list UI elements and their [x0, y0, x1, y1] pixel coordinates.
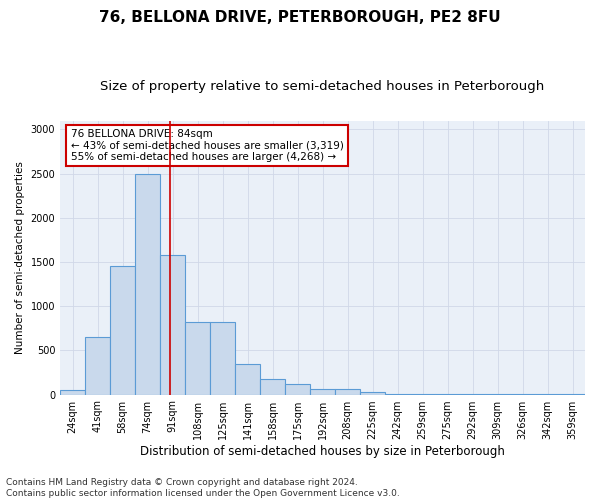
Bar	[185, 322, 210, 394]
Bar	[260, 379, 285, 394]
Text: 76, BELLONA DRIVE, PETERBOROUGH, PE2 8FU: 76, BELLONA DRIVE, PETERBOROUGH, PE2 8FU	[99, 10, 501, 25]
Bar	[60, 390, 85, 394]
Bar	[135, 174, 160, 394]
Bar	[310, 389, 335, 394]
Bar	[235, 364, 260, 394]
Bar	[285, 384, 310, 394]
Bar	[210, 322, 235, 394]
Title: Size of property relative to semi-detached houses in Peterborough: Size of property relative to semi-detach…	[100, 80, 545, 93]
Bar	[85, 337, 110, 394]
Bar	[110, 266, 135, 394]
X-axis label: Distribution of semi-detached houses by size in Peterborough: Distribution of semi-detached houses by …	[140, 444, 505, 458]
Bar	[335, 389, 360, 394]
Y-axis label: Number of semi-detached properties: Number of semi-detached properties	[15, 161, 25, 354]
Text: Contains HM Land Registry data © Crown copyright and database right 2024.
Contai: Contains HM Land Registry data © Crown c…	[6, 478, 400, 498]
Text: 76 BELLONA DRIVE: 84sqm
← 43% of semi-detached houses are smaller (3,319)
55% of: 76 BELLONA DRIVE: 84sqm ← 43% of semi-de…	[71, 129, 344, 162]
Bar	[360, 392, 385, 394]
Bar	[160, 255, 185, 394]
